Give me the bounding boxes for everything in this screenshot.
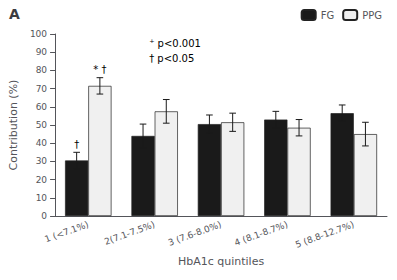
svg-text:FG: FG — [321, 10, 335, 21]
svg-text:70: 70 — [36, 84, 48, 94]
svg-text:90: 90 — [36, 47, 48, 57]
svg-text:0: 0 — [41, 211, 47, 221]
svg-text:A: A — [9, 6, 20, 22]
svg-text:5 (8.8-12.7%): 5 (8.8-12.7%) — [294, 219, 355, 250]
svg-text:50: 50 — [36, 120, 48, 130]
svg-text:†: † — [74, 139, 79, 150]
svg-text:† p<0.05: † p<0.05 — [149, 53, 194, 64]
svg-text:HbA1c quintiles: HbA1c quintiles — [178, 255, 264, 268]
svg-text:10: 10 — [36, 193, 48, 203]
svg-text:80: 80 — [36, 65, 48, 75]
svg-text:3 (7.6-8.0%): 3 (7.6-8.0%) — [167, 219, 223, 248]
svg-text:* †: * † — [93, 64, 106, 75]
svg-text:4 (8.1-8.7%): 4 (8.1-8.7%) — [233, 219, 289, 248]
svg-text:1 (<7.1%): 1 (<7.1%) — [43, 219, 90, 244]
svg-text:⁺ p<0.001: ⁺ p<0.001 — [149, 38, 201, 49]
svg-text:30: 30 — [36, 156, 48, 166]
svg-text:PPG: PPG — [362, 10, 382, 21]
svg-text:40: 40 — [36, 138, 48, 148]
svg-text:20: 20 — [36, 175, 48, 185]
svg-text:Contribution (%): Contribution (%) — [7, 80, 20, 171]
svg-text:100: 100 — [30, 29, 47, 39]
svg-text:60: 60 — [36, 102, 48, 112]
svg-text:2(7.1-7.5%): 2(7.1-7.5%) — [103, 219, 156, 247]
